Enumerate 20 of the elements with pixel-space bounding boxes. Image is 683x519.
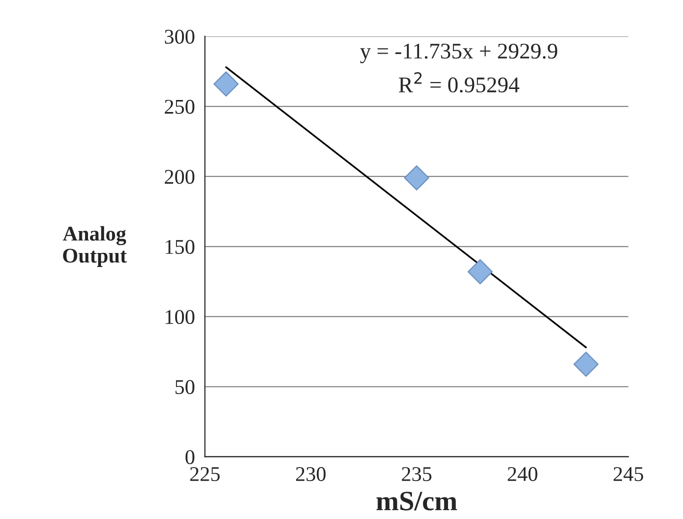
annotation: y = -11.735x + 2929.9: [360, 44, 558, 64]
y-tick-label: 100: [166, 310, 194, 324]
x-tick-label: 225: [190, 467, 220, 482]
point: [213, 71, 239, 97]
point: [468, 259, 493, 284]
point: [404, 165, 430, 190]
annotation: R$^{2}$ = 0.95294: [398, 72, 520, 93]
y-tick-label: 50: [176, 380, 194, 394]
y-tick-label: 250: [164, 100, 194, 114]
x-tick-label: 230: [296, 467, 326, 482]
y-tick-label: 300: [164, 30, 194, 44]
x-tick-label: 245: [614, 467, 644, 482]
x-axis-title: mS/cm: [376, 492, 458, 510]
y-tick-label: 200: [164, 170, 194, 184]
y-axis-title: Analog Output: [62, 226, 127, 267]
point: [573, 352, 599, 377]
y-tick-label: 150: [166, 240, 194, 254]
y-tick-label: 0: [186, 450, 194, 464]
x-tick-label: 235: [402, 467, 432, 482]
x-tick-label: 240: [508, 467, 538, 482]
